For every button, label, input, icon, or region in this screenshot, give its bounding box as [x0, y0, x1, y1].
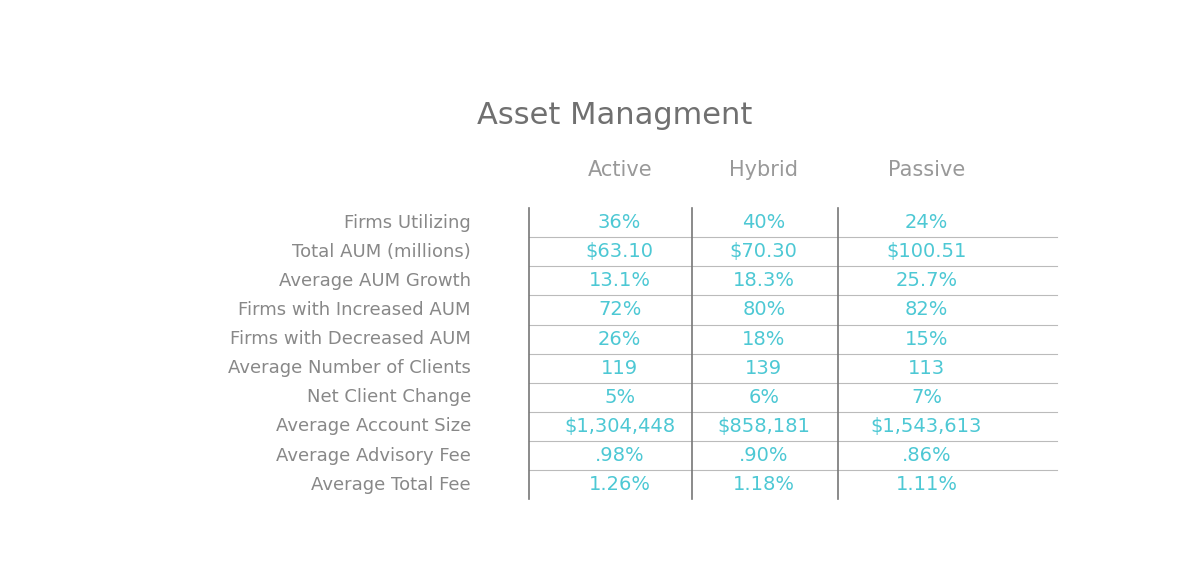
Text: 26%: 26% [598, 329, 641, 349]
Text: Asset Managment: Asset Managment [478, 101, 752, 130]
Text: 1.26%: 1.26% [589, 475, 650, 494]
Text: Net Client Change: Net Client Change [307, 389, 470, 407]
Text: Firms with Increased AUM: Firms with Increased AUM [239, 301, 470, 319]
Text: 15%: 15% [905, 329, 948, 349]
Text: 13.1%: 13.1% [589, 271, 650, 291]
Text: Average AUM Growth: Average AUM Growth [278, 272, 470, 290]
Text: 72%: 72% [598, 300, 641, 320]
Text: Passive: Passive [888, 160, 965, 180]
Text: $1,304,448: $1,304,448 [564, 417, 676, 436]
Text: 1.18%: 1.18% [733, 475, 794, 494]
Text: $858,181: $858,181 [718, 417, 810, 436]
Text: 25.7%: 25.7% [895, 271, 958, 291]
Text: Firms Utilizing: Firms Utilizing [344, 213, 470, 231]
Text: $70.30: $70.30 [730, 242, 798, 261]
Text: 6%: 6% [749, 388, 779, 407]
Text: $63.10: $63.10 [586, 242, 654, 261]
Text: Hybrid: Hybrid [730, 160, 798, 180]
Text: 40%: 40% [742, 213, 786, 232]
Text: 5%: 5% [604, 388, 635, 407]
Text: 80%: 80% [742, 300, 786, 320]
Text: 7%: 7% [911, 388, 942, 407]
Text: .90%: .90% [739, 446, 788, 465]
Text: .86%: .86% [901, 446, 952, 465]
Text: Average Number of Clients: Average Number of Clients [228, 359, 470, 377]
Text: 18%: 18% [742, 329, 786, 349]
Text: Average Total Fee: Average Total Fee [311, 476, 470, 494]
Text: 119: 119 [601, 358, 638, 378]
Text: 36%: 36% [598, 213, 641, 232]
Text: $1,543,613: $1,543,613 [871, 417, 983, 436]
Text: $100.51: $100.51 [887, 242, 967, 261]
Text: 18.3%: 18.3% [733, 271, 794, 291]
Text: 1.11%: 1.11% [895, 475, 958, 494]
Text: 82%: 82% [905, 300, 948, 320]
Text: .98%: .98% [595, 446, 644, 465]
Text: Total AUM (millions): Total AUM (millions) [292, 242, 470, 261]
Text: 139: 139 [745, 358, 782, 378]
Text: Active: Active [587, 160, 652, 180]
Text: 24%: 24% [905, 213, 948, 232]
Text: Firms with Decreased AUM: Firms with Decreased AUM [230, 330, 470, 348]
Text: 113: 113 [908, 358, 946, 378]
Text: Average Account Size: Average Account Size [276, 418, 470, 436]
Text: Average Advisory Fee: Average Advisory Fee [276, 447, 470, 465]
